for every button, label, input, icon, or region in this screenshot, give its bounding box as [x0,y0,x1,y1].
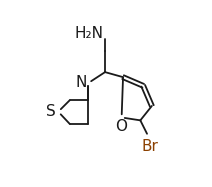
Text: N: N [76,75,87,91]
Text: H₂N: H₂N [75,26,104,41]
Text: Br: Br [142,139,159,154]
Text: O: O [116,119,128,134]
Text: S: S [46,104,55,119]
